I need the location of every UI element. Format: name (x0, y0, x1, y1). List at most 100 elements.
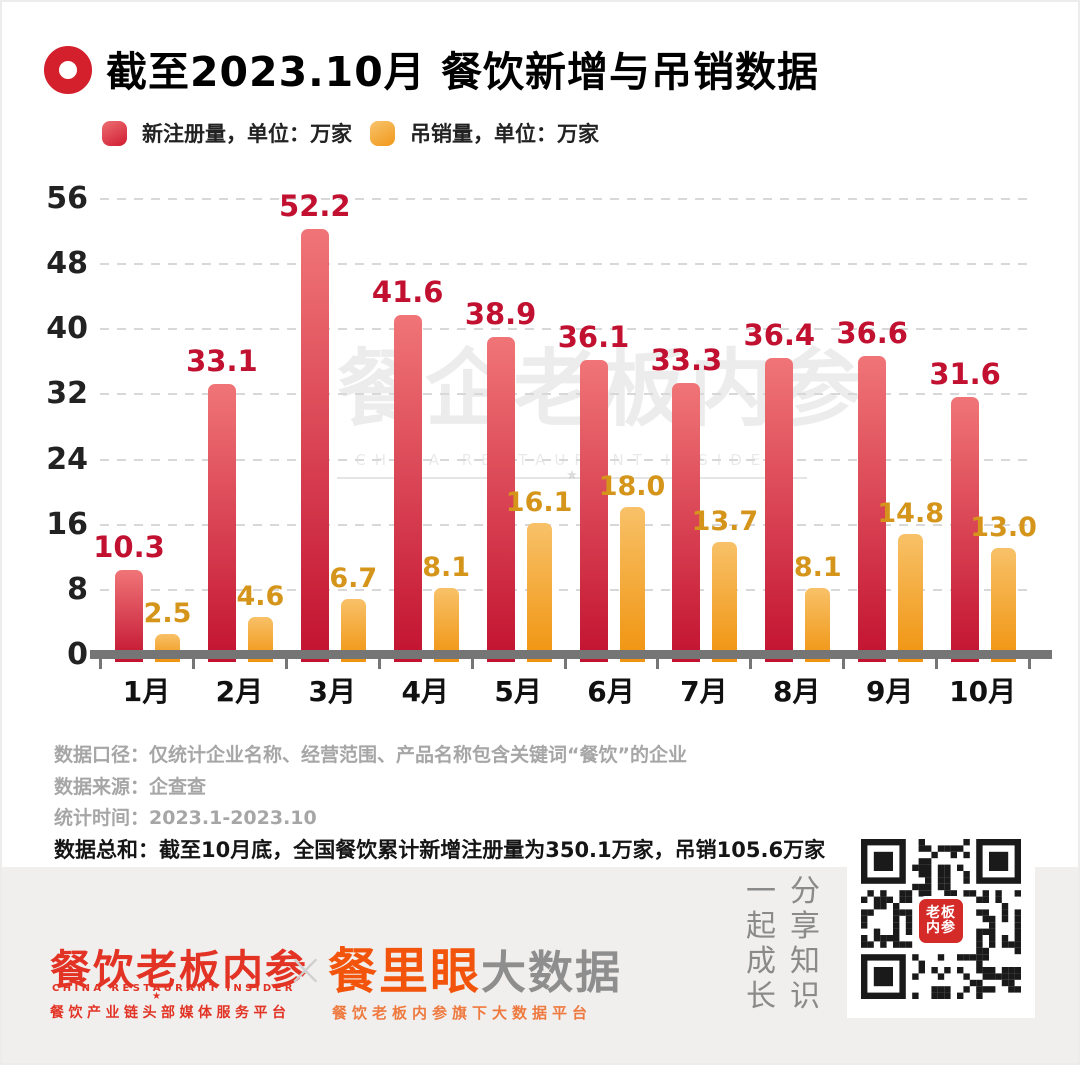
bar-value-label: 13.0 (970, 512, 1037, 544)
bar-新注册量-2月: 33.1 (186, 344, 258, 662)
footnote-line: 数据总和：截至10月底，全国餐饮累计新增注册量为350.1万家，吊销105.6万… (54, 838, 826, 862)
publisher-logo: 餐饮老板内参 (50, 946, 308, 994)
watermark-divider: ★ (337, 468, 807, 483)
bar-新注册量-8月: 36.4 (744, 318, 815, 662)
y-tick-label: 0 (67, 637, 88, 672)
publisher-tagline: 餐饮产业链头部媒体服务平台 (50, 1005, 291, 1021)
bar-value-label: 31.6 (929, 356, 1001, 391)
axis-tick (842, 659, 846, 669)
gridline (100, 263, 1029, 266)
qr-logo-line2: 内参 (926, 920, 956, 936)
gridline (100, 588, 1029, 591)
bar-吊销量-7月: 13.7 (692, 506, 758, 662)
legend-item-registered: 新注册量，单位：万家 (102, 118, 352, 148)
gridline (100, 328, 1029, 331)
x-axis-label: 7月 (680, 675, 728, 708)
axis-tick (191, 659, 195, 669)
y-tick-label: 32 (46, 376, 88, 412)
x-axis-label: 6月 (587, 675, 635, 708)
bar-新注册量-9月: 36.6 (836, 316, 908, 662)
data-platform-logo: 餐里眼大数据 (328, 932, 622, 1003)
bar-吊销量-8月: 8.1 (794, 552, 842, 662)
qr-logo-line1: 老板 (926, 905, 956, 921)
bar-value-label: 10.3 (93, 530, 165, 565)
y-tick-label: 8 (67, 571, 88, 607)
legend-item-revoked: 吊销量，单位：万家 (370, 118, 599, 148)
footnote-line: 统计时间：2023.1-2023.10 (54, 807, 317, 829)
bar-value-label: 16.1 (505, 486, 573, 518)
slogan-char: 一 (746, 874, 776, 909)
bar-吊销量-3月: 6.7 (329, 563, 377, 662)
bar-吊销量-9月: 14.8 (877, 498, 944, 662)
y-tick-label: 56 (46, 181, 88, 216)
bar-value-label: 8.1 (422, 552, 471, 584)
gridline (100, 523, 1029, 526)
x-axis-label: 9月 (865, 675, 914, 708)
x-axis-label: 8月 (773, 675, 821, 708)
axis-tick (563, 659, 567, 669)
y-tick-label: 16 (46, 506, 88, 542)
bar-value-label: 18.0 (598, 471, 666, 503)
slogan-char: 享 (790, 909, 820, 944)
slogan-column-2: 分享知识 (790, 874, 820, 1014)
qr-center-logo: 老板 内参 (916, 896, 966, 946)
x-axis-label: 5月 (494, 675, 542, 708)
bar-吊销量-5月: 16.1 (506, 487, 572, 662)
slogan-char: 起 (746, 909, 776, 944)
bar-吊销量-10月: 13.0 (970, 512, 1037, 662)
slogan-char: 知 (790, 944, 820, 979)
bar-value-label: 36.1 (557, 320, 630, 355)
bar-新注册量-7月: 33.3 (651, 343, 722, 662)
x-axis-line (90, 650, 1052, 659)
bar-value-label: 14.8 (877, 497, 944, 529)
bar-新注册量-10月: 31.6 (929, 357, 1001, 662)
legend-swatch-orange (370, 120, 395, 146)
slogan-char: 识 (790, 979, 820, 1014)
bar-value-label: 41.6 (371, 275, 444, 310)
bar-吊销量-6月: 18.0 (599, 471, 665, 662)
axis-tick (1028, 659, 1031, 669)
slogan-char: 分 (790, 874, 820, 909)
gridline (100, 458, 1029, 461)
star-icon: ★ (152, 991, 161, 1002)
bar-value-label: 13.7 (691, 506, 759, 538)
gridline (100, 393, 1029, 396)
axis-tick (656, 659, 660, 669)
legend-label: 吊销量，单位：万家 (410, 122, 599, 146)
bar-chart-plot: 10.3 2.5 33.1 4.6 52.2 6.7 41.6 8.1 38.9 16.1 36.1… (93, 189, 1037, 662)
axis-tick (749, 659, 753, 669)
legend-swatch-red (102, 120, 127, 146)
bar-value-label: 8.1 (793, 552, 842, 584)
axis-tick (935, 659, 939, 669)
brand-subtitle: 餐饮老板内参旗下大数据平台 (332, 1004, 593, 1022)
axis-tick (470, 659, 474, 669)
bar-value-label: 36.4 (743, 317, 816, 352)
bar-value-label: 4.6 (236, 580, 285, 612)
y-tick-label: 48 (46, 246, 88, 282)
slogan-char: 长 (746, 979, 776, 1014)
cross-separator-icon: × (286, 942, 325, 996)
brand-name-gray: 大数据 (481, 946, 623, 999)
bar-value-label: 36.6 (836, 315, 908, 350)
publisher-logo-en: CHINA RESTAURANT INSIDER (52, 983, 296, 994)
bar-value-label: 38.9 (464, 297, 537, 332)
axis-tick (284, 659, 288, 669)
page-title: 截至2023.10月 餐饮新增与吊销数据 (106, 48, 820, 96)
slogan-char: 成 (746, 944, 776, 979)
x-axis-label: 10月 (949, 675, 1017, 708)
vertical-slogan: 一起成长 分享知识 (746, 874, 820, 1014)
star-icon: ★ (566, 468, 578, 483)
bullet-circle-icon (44, 46, 92, 94)
bar-value-label: 33.3 (650, 342, 723, 377)
axis-tick (99, 659, 102, 669)
x-axis-label: 3月 (308, 675, 357, 708)
bar-value-label: 2.5 (143, 597, 192, 629)
brand-name-orange: 餐里眼 (328, 943, 482, 1000)
gridline (100, 198, 1029, 200)
bar-吊销量-4月: 8.1 (422, 552, 470, 662)
x-axis-label: 2月 (215, 675, 264, 708)
bar-新注册量-1月: 10.3 (93, 530, 165, 662)
bar-value-label: 6.7 (329, 563, 378, 595)
slogan-column-1: 一起成长 (746, 874, 776, 1014)
footnote-line: 数据口径：仅统计企业名称、经营范围、产品名称包含关键词“餐饮”的企业 (54, 744, 687, 766)
